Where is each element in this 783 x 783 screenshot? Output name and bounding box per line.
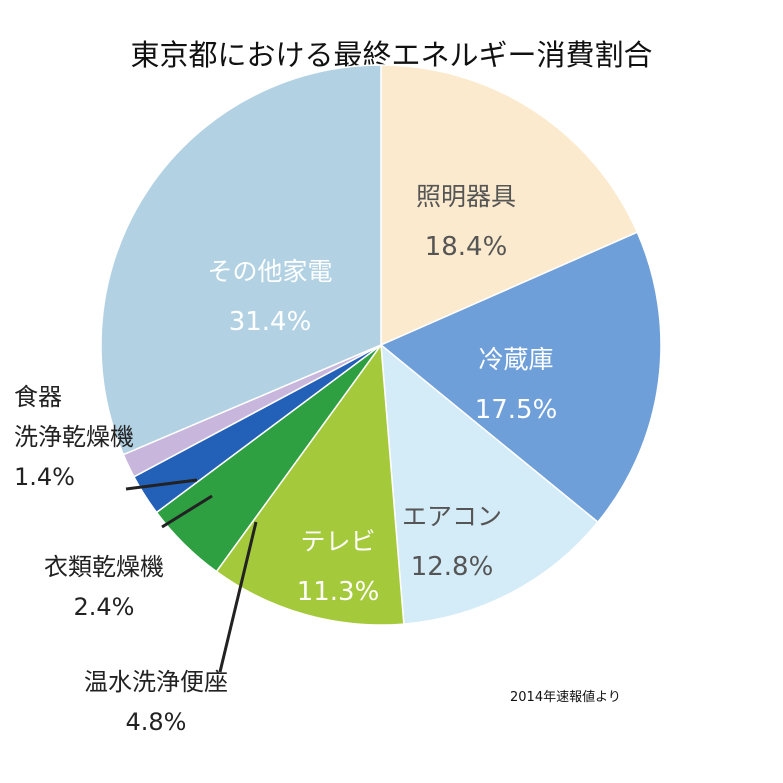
slice-value-other-appliances: 31.4% [229,307,312,337]
slice-label-tv: テレビ [300,527,375,556]
slice-value-dishwasher: 1.4% [14,463,75,491]
pie-slice-lighting [380,64,639,347]
pie-slice-tv [215,342,405,626]
slice-value-washlet: 4.8% [126,708,187,736]
slice-value-lighting: 18.4% [425,232,508,262]
slice-value-tv: 11.3% [297,577,380,607]
source-note: 2014年速報値より [510,690,621,705]
slice-label-refrigerator: 冷蔵庫 [478,345,553,374]
slice-value-air-conditioner: 12.8% [411,552,494,582]
leader-line-clothes-dryer [161,494,213,529]
slice-value-refrigerator: 17.5% [475,395,558,425]
slice-label-air-conditioner: エアコン [402,502,502,531]
slice-value-clothes-dryer: 2.4% [74,593,135,621]
slice-label-dishwasher-line-2: 洗浄乾燥機 [14,423,134,451]
leader-line-dishwasher [125,478,198,491]
slice-label-clothes-dryer: 衣類乾燥機 [44,553,164,581]
pie-slice-other-appliances [100,64,382,456]
slice-label-dishwasher-line-1: 食器 [14,383,62,411]
pie-slice-refrigerator [379,231,662,524]
pie-slice-air-conditioner [380,343,599,625]
slice-label-washlet: 温水洗浄便座 [84,668,228,696]
slice-label-other-appliances: その他家電 [207,257,332,286]
leader-line-washlet [218,521,258,673]
slice-label-lighting: 照明器具 [416,182,516,211]
